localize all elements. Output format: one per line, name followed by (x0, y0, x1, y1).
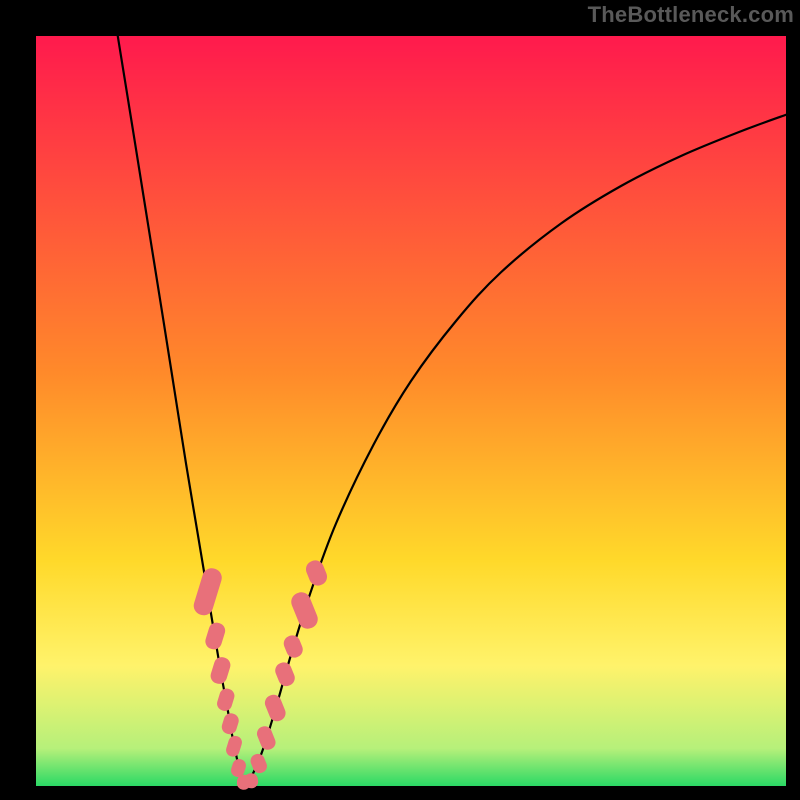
chart-frame: TheBottleneck.com (0, 0, 800, 800)
data-marker (215, 687, 236, 713)
data-marker (203, 621, 227, 652)
data-marker (209, 655, 233, 686)
bottleneck-curve-svg (0, 0, 800, 800)
data-marker (263, 692, 288, 723)
data-marker (224, 734, 243, 758)
data-marker (191, 566, 224, 618)
curve-right (246, 115, 786, 784)
data-marker (281, 633, 305, 660)
data-marker (303, 558, 329, 588)
data-marker (288, 589, 320, 631)
data-marker (220, 712, 240, 736)
data-marker (255, 724, 278, 752)
data-marker (273, 660, 297, 688)
data-marker (248, 752, 269, 775)
